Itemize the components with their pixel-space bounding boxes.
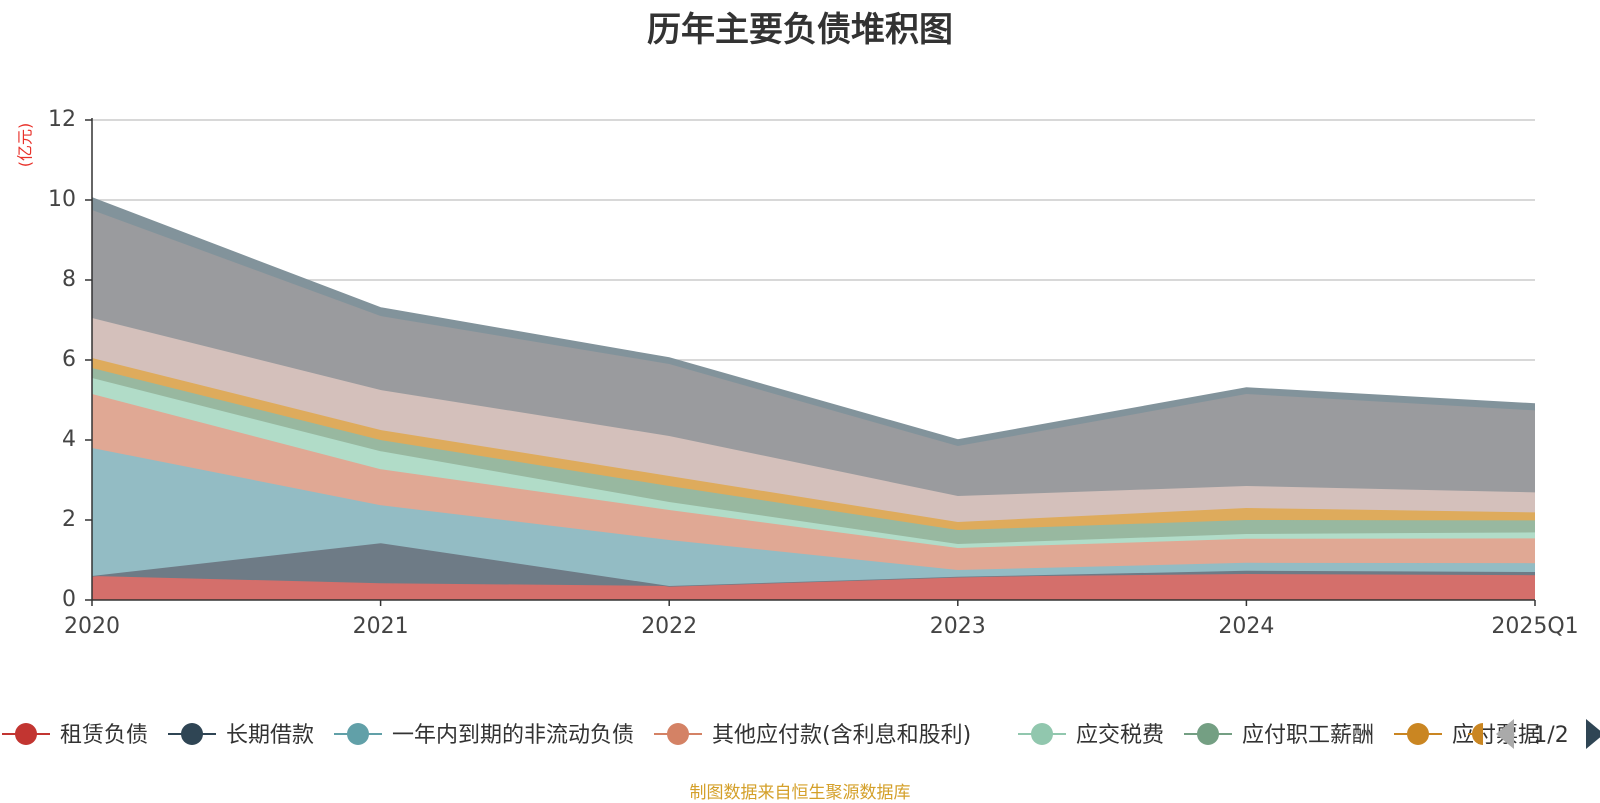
x-tick-label: 2024 bbox=[1218, 614, 1274, 639]
legend-item-1[interactable]: 租赁负债 bbox=[2, 723, 148, 748]
legend: 租赁负债 长期借款 一年内到期的非流动负债 其他应付款(含利息和股利) 应交税费 应付职工… bbox=[2, 723, 1540, 748]
legend-label: 长期借款 bbox=[226, 723, 314, 748]
area-series-9 bbox=[92, 210, 1535, 496]
legend-label: 应交税费 bbox=[1076, 723, 1164, 748]
legend-marker-icon bbox=[347, 723, 369, 745]
legend-label: 应付职工薪酬 bbox=[1242, 723, 1374, 748]
legend-label: 一年内到期的非流动负债 bbox=[392, 723, 634, 748]
area-line-2 bbox=[91, 542, 1536, 587]
y-axis-unit-label: (亿元) bbox=[16, 123, 35, 168]
y-tick-label: 4 bbox=[62, 427, 76, 452]
x-tick-label: 2025Q1 bbox=[1491, 614, 1578, 639]
y-tick-label: 6 bbox=[62, 347, 76, 372]
legend-item-partial bbox=[1468, 723, 1483, 745]
y-tick-label: 12 bbox=[48, 107, 76, 132]
y-tick-label: 8 bbox=[62, 267, 76, 292]
area-series-1 bbox=[92, 574, 1535, 600]
y-tick-label: 0 bbox=[62, 587, 76, 612]
legend-marker-icon bbox=[1407, 723, 1429, 745]
legend-item-2[interactable]: 长期借款 bbox=[168, 723, 314, 748]
legend-item-4[interactable]: 其他应付款(含利息和股利) bbox=[654, 723, 971, 748]
area-series-4 bbox=[92, 394, 1535, 570]
x-tick-label: 2023 bbox=[930, 614, 986, 639]
legend-label: 应付票据 bbox=[1452, 723, 1540, 748]
legend-label: 其他应付款(含利息和股利) bbox=[712, 723, 971, 748]
area-series-7 bbox=[92, 358, 1535, 530]
y-tick-label: 10 bbox=[48, 187, 76, 212]
x-tick-label: 2022 bbox=[641, 614, 697, 639]
stacked-areas bbox=[91, 197, 1536, 600]
area-series-5 bbox=[92, 378, 1535, 548]
pager-page-text: 1/2 bbox=[1533, 723, 1568, 748]
pager-prev-icon[interactable] bbox=[1496, 719, 1514, 749]
pager-next-icon[interactable] bbox=[1586, 719, 1600, 749]
legend-marker-icon bbox=[1197, 723, 1219, 745]
x-tick-label: 2020 bbox=[64, 614, 120, 639]
area-line-10 bbox=[91, 197, 1536, 441]
legend-pager: 1/2 bbox=[1496, 719, 1600, 749]
legend-marker-icon bbox=[15, 723, 37, 745]
chart-title: 历年主要负债堆积图 bbox=[647, 10, 953, 50]
legend-marker-icon bbox=[667, 723, 689, 745]
area-series-8 bbox=[92, 318, 1535, 522]
area-series-6 bbox=[92, 368, 1535, 544]
source-note: 制图数据来自恒生聚源数据库 bbox=[689, 783, 911, 803]
legend-item-7[interactable]: 应付票据 bbox=[1394, 723, 1540, 748]
legend-item-6[interactable]: 应付职工薪酬 bbox=[1184, 723, 1374, 748]
area-series-3 bbox=[92, 448, 1535, 586]
legend-marker-icon bbox=[1472, 723, 1483, 745]
legend-item-5[interactable]: 应交税费 bbox=[1018, 723, 1164, 748]
legend-item-3[interactable]: 一年内到期的非流动负债 bbox=[334, 723, 634, 748]
y-tick-label: 2 bbox=[62, 507, 76, 532]
x-tick-label: 2021 bbox=[353, 614, 409, 639]
legend-marker-icon bbox=[1031, 723, 1053, 745]
axes: (亿元) 0 2 4 6 8 10 12 2020 2021 2022 2023 2024 2025Q1 bbox=[16, 107, 1579, 639]
legend-marker-icon bbox=[181, 723, 203, 745]
legend-label: 租赁负债 bbox=[60, 723, 148, 748]
